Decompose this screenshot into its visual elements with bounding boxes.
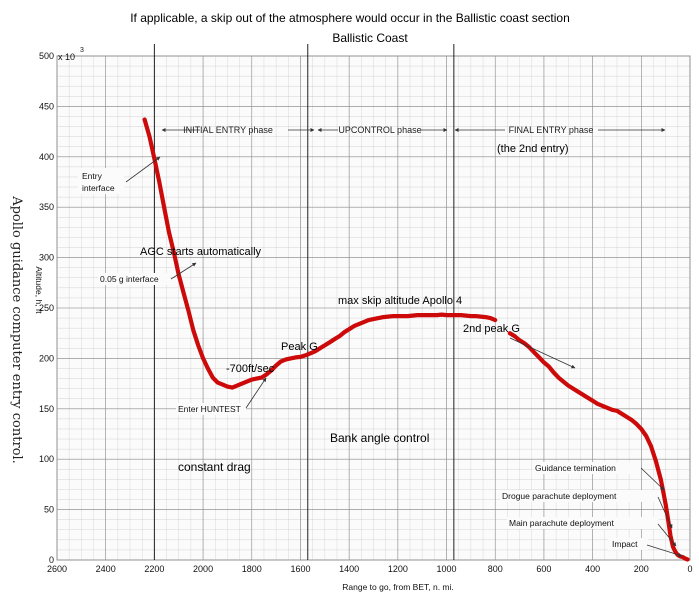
y-tick-label: 300 [39,253,54,263]
interface-005-box [98,273,170,285]
entry-interface-leader [125,156,161,183]
phase-label-final: FINAL ENTRY phase [509,125,594,135]
event-entry-interface-line2: interface [82,183,115,193]
annotation-second-entry: (the 2nd entry) [497,143,569,155]
event-drogue-deployment: Drogue parachute deployment [502,491,617,501]
main-chute-box [507,517,659,529]
header-note: If applicable, a skip out of the atmosph… [130,11,570,25]
y-tick-label: 150 [39,404,54,414]
x-axis-label: Range to go, from BET, n. mi. [342,582,454,592]
annotation-bank-angle: Bank angle control [330,431,429,445]
guidance-term-leader [640,467,665,491]
drogue-leader [657,496,673,529]
annotation-second-peak-g: 2nd peak G [463,323,520,335]
x-axis-ticks: 2600 2400 2200 2000 1800 1600 1400 1200 1000 800 6… [47,564,693,574]
event-005g-interface: 0.05 g interface [100,274,159,284]
y-tick-label: 400 [39,152,54,162]
interface-005-leader [170,262,197,280]
y-tick-label: 200 [39,353,54,363]
y-tick-label: 350 [39,202,54,212]
y-tick-label-top: 500 [39,51,54,61]
x-tick-label: 2600 [47,564,67,574]
annotation-sink-rate: -700ft/sec [226,363,275,375]
y-multiplier-exponent: 3 [80,47,84,54]
series-line-1 [142,117,498,390]
x-tick-label: 0 [687,564,692,574]
x-tick-label: 2000 [193,564,213,574]
event-main-chute-deployment: Main parachute deployment [509,518,615,528]
main-chute-leader [657,523,677,547]
trajectory-series [142,117,690,562]
x-tick-label: 400 [585,564,600,574]
x-tick-label: 2200 [144,564,164,574]
y-axis-label: Altitude, h, ft [34,266,44,314]
chart-title: Ballistic Coast [332,31,408,45]
x-tick-label: 1800 [242,564,262,574]
y-tick-label: 50 [44,505,54,515]
annotation-max-skip: max skip altitude Apollo 4 [338,295,462,307]
x-tick-label: 1000 [437,564,457,574]
y-tick-label: 100 [39,454,54,464]
huntest-box [176,403,246,415]
y-tick-label: 0 [49,555,54,565]
x-tick-label: 1600 [290,564,310,574]
event-guidance-termination: Guidance termination [535,463,616,473]
x-tick-label: 200 [634,564,649,574]
event-entry-interface-line1: Entry [82,171,103,181]
drogue-box [500,490,659,502]
event-labels: Entry interface 0.05 g interface Enter H… [78,156,683,557]
annotation-peak-g: Peak G [281,341,318,353]
series-line-2 [507,331,690,562]
impact-box [608,538,648,550]
entry-interface-box [78,168,124,194]
huntest-leader [245,377,267,409]
impact-leader [646,544,683,557]
event-enter-huntest: Enter HUNTEST [178,404,241,414]
phase-label-upcontrol: UPCONTROL phase [338,125,421,135]
x-tick-label: 1200 [388,564,408,574]
y-multiplier-label: x 10 [58,52,75,62]
annotation-agc-starts: AGC starts automatically [140,246,262,258]
major-grid [56,55,691,561]
y-tick-label: 250 [39,303,54,313]
event-impact: Impact [612,539,638,549]
x-tick-label: 800 [488,564,503,574]
annotation-constant-drag: constant drag [178,460,251,474]
guidance-term-box [533,462,641,474]
second-peak-g-leader [509,337,576,369]
side-title: Apollo guidance computer entry control. [9,195,24,464]
phase-headers: INITIAL ENTRY phase UPCONTROL phase FINA… [161,125,666,135]
annotations: (the 2nd entry) AGC starts automatically… [140,143,576,474]
phase-label-initial: INITIAL ENTRY phase [183,125,273,135]
x-tick-label: 1400 [339,564,359,574]
y-axis-ticks: 0 50 100 150 200 250 300 350 400 450 500 [39,51,54,565]
x-tick-label: 600 [536,564,551,574]
x-tick-label: 2400 [96,564,116,574]
y-tick-label: 450 [39,101,54,111]
